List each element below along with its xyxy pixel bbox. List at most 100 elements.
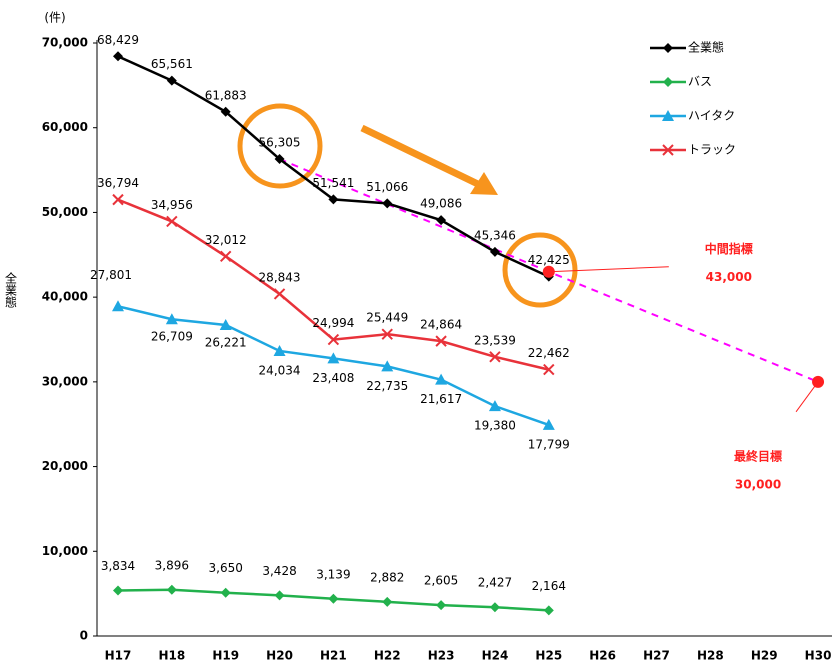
marker (166, 584, 177, 595)
milestone-label: 最終目標 (734, 448, 782, 463)
milestone-value: 43,000 (706, 270, 752, 284)
milestone-dot (812, 375, 825, 388)
data-label: 22,735 (366, 379, 408, 393)
marker (489, 351, 501, 363)
marker (436, 215, 447, 226)
legend-label: 全業態 (688, 40, 724, 55)
marker (663, 77, 673, 87)
legend-label: ハイタク (688, 109, 735, 123)
highlight-circle (237, 103, 323, 189)
data-label: 28,843 (259, 270, 301, 284)
data-label: 56,305 (259, 136, 301, 150)
data-label: 23,408 (312, 371, 354, 385)
marker (112, 300, 124, 312)
y-tick-label: 0 (80, 629, 88, 643)
marker (435, 373, 448, 385)
data-label: 42,425 (528, 253, 570, 267)
data-label: 2,605 (424, 574, 458, 588)
data-label: 65,561 (151, 57, 193, 71)
x-tick-label: H24 (482, 649, 509, 663)
data-label: 19,380 (474, 419, 516, 433)
data-label: 23,539 (474, 333, 516, 347)
marker (488, 400, 501, 412)
x-tick-label: H18 (158, 649, 185, 663)
data-label: 24,034 (259, 363, 301, 377)
data-label: 61,883 (205, 88, 247, 102)
data-label: 2,427 (478, 576, 512, 590)
x-tick-label: H29 (751, 649, 778, 663)
data-label: 49,086 (420, 197, 462, 211)
marker (328, 593, 339, 604)
data-label: 27,801 (90, 268, 132, 282)
data-label: 22,462 (528, 346, 570, 360)
marker (662, 110, 674, 121)
legend-label: トラック (688, 143, 736, 157)
marker (542, 418, 555, 430)
y-tick-label: 70,000 (42, 36, 88, 50)
data-label: 36,794 (97, 176, 139, 190)
x-tick-label: H30 (805, 649, 832, 663)
marker (219, 250, 232, 263)
marker (662, 144, 674, 156)
data-label: 51,066 (366, 180, 408, 194)
marker (381, 328, 393, 340)
y-tick-label: 40,000 (42, 290, 88, 304)
trend-arrow (360, 124, 484, 190)
x-tick-label: H23 (428, 649, 455, 663)
data-label: 3,139 (316, 567, 350, 581)
trend-arrow-head (470, 172, 498, 195)
milestone-dot (542, 265, 555, 278)
marker (166, 75, 177, 86)
marker (328, 194, 339, 205)
data-label: 3,896 (155, 558, 189, 572)
marker (489, 602, 500, 613)
data-label: 24,864 (420, 318, 462, 332)
marker (489, 246, 500, 257)
data-label: 32,012 (205, 233, 247, 247)
marker (220, 587, 231, 598)
y-tick-label: 30,000 (42, 374, 88, 388)
marker (436, 600, 447, 611)
marker (435, 335, 447, 347)
data-label: 34,956 (151, 198, 193, 212)
y-tick-label: 10,000 (42, 544, 88, 558)
x-tick-label: H20 (266, 649, 293, 663)
marker (327, 333, 340, 346)
data-label: 3,834 (101, 559, 135, 573)
x-tick-label: H22 (374, 649, 401, 663)
data-label: 45,346 (474, 228, 516, 242)
marker (165, 313, 178, 325)
milestone-leader (548, 266, 669, 273)
marker (273, 344, 286, 356)
y-tick-label: 60,000 (42, 120, 88, 134)
marker (113, 51, 123, 62)
y-tick-label: 50,000 (42, 205, 88, 219)
marker (113, 585, 123, 596)
data-label: 3,650 (209, 561, 243, 575)
marker (220, 106, 231, 117)
y-unit: (件) (44, 11, 65, 25)
marker (382, 198, 393, 209)
x-tick-label: H21 (320, 649, 347, 663)
data-label: 2,164 (532, 579, 566, 593)
y-tick-label: 20,000 (42, 459, 88, 473)
data-label: 26,221 (205, 336, 247, 350)
data-label: 68,429 (97, 33, 139, 47)
marker (543, 605, 554, 616)
data-label: 51,541 (312, 176, 354, 190)
series-line (117, 55, 550, 278)
marker (327, 352, 340, 364)
marker (219, 319, 232, 331)
marker (273, 288, 286, 300)
marker (663, 43, 673, 53)
x-tick-label: H25 (535, 649, 562, 663)
data-label: 3,428 (262, 564, 296, 578)
data-label: 26,709 (151, 330, 193, 344)
y-axis-label: 全業態 (4, 271, 18, 308)
x-tick-label: H17 (105, 649, 132, 663)
data-label: 17,799 (528, 437, 570, 451)
milestone-leader (795, 381, 819, 413)
data-label: 21,617 (420, 392, 462, 406)
highlight-circle (502, 232, 578, 308)
x-tick-label: H28 (697, 649, 724, 663)
